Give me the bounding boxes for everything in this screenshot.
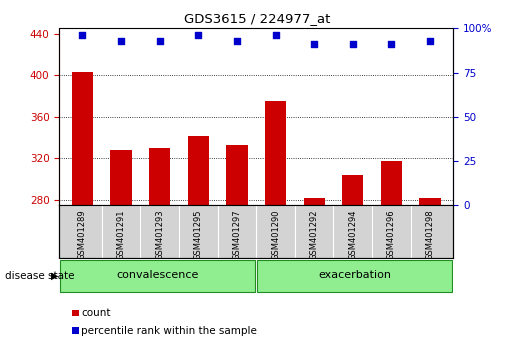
Point xyxy=(349,41,357,47)
Text: GSM401296: GSM401296 xyxy=(387,210,396,260)
Point xyxy=(271,33,280,38)
Text: GSM401291: GSM401291 xyxy=(116,210,126,260)
Bar xyxy=(258,260,452,292)
Bar xyxy=(342,175,364,205)
Text: GSM401290: GSM401290 xyxy=(271,210,280,260)
Point xyxy=(426,38,434,44)
Bar xyxy=(419,198,441,205)
Text: GDS3615 / 224977_at: GDS3615 / 224977_at xyxy=(184,12,331,25)
Point xyxy=(194,33,202,38)
Point xyxy=(156,38,164,44)
Bar xyxy=(187,136,209,205)
Text: disease state: disease state xyxy=(5,271,75,281)
Text: GSM401289: GSM401289 xyxy=(78,210,87,260)
Text: GSM401294: GSM401294 xyxy=(348,210,357,260)
Point xyxy=(117,38,125,44)
Text: GSM401292: GSM401292 xyxy=(310,210,319,260)
Text: GSM401295: GSM401295 xyxy=(194,210,203,260)
Bar xyxy=(303,198,325,205)
Text: ▶: ▶ xyxy=(52,271,59,281)
Text: convalescence: convalescence xyxy=(116,270,199,280)
Bar xyxy=(110,150,132,205)
Text: GSM401297: GSM401297 xyxy=(232,210,242,260)
Text: count: count xyxy=(81,308,111,318)
Text: GSM401293: GSM401293 xyxy=(155,210,164,260)
Text: GSM401298: GSM401298 xyxy=(425,210,435,260)
Point xyxy=(78,33,87,38)
Text: exacerbation: exacerbation xyxy=(318,270,391,280)
Bar xyxy=(265,101,286,205)
Bar xyxy=(149,148,170,205)
Point xyxy=(387,41,396,47)
Bar xyxy=(381,161,402,205)
Point xyxy=(310,41,318,47)
Bar xyxy=(60,260,255,292)
Text: percentile rank within the sample: percentile rank within the sample xyxy=(81,326,258,336)
Bar xyxy=(226,145,248,205)
Bar xyxy=(72,72,93,205)
Point xyxy=(233,38,241,44)
